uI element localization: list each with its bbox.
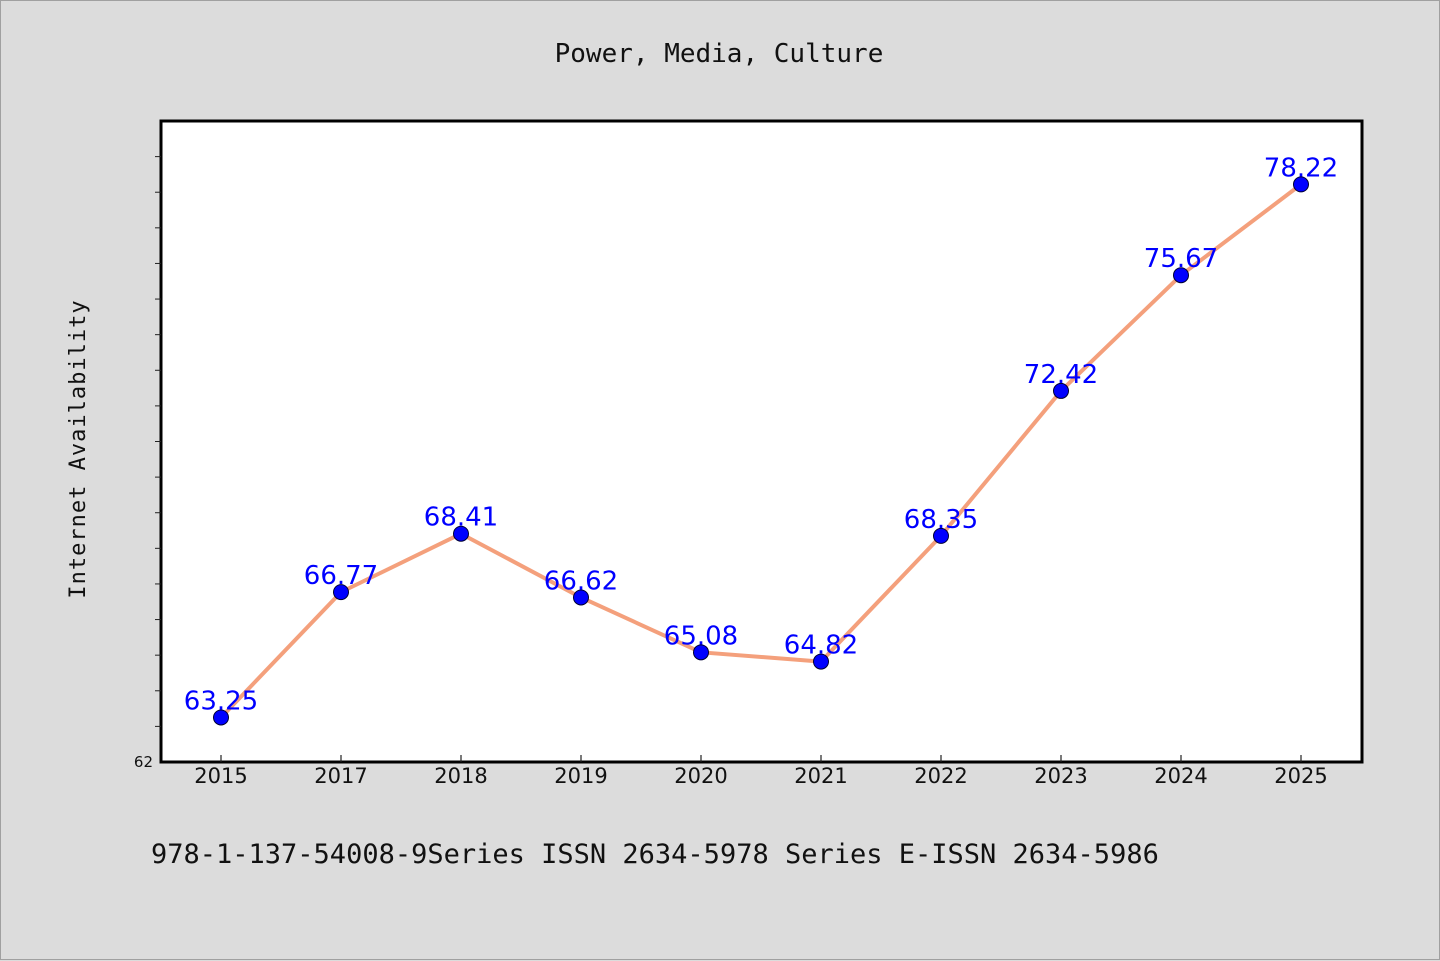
x-tick-label: 2023 [1034, 764, 1087, 788]
data-label: 66.77 [304, 561, 378, 591]
data-label: 64.82 [784, 631, 858, 661]
data-label: 72.42 [1024, 360, 1098, 390]
chart-title: Power, Media, Culture [555, 39, 884, 69]
series-line-group: 63.25 66.77 68.41 66.62 65.08 64.82 68.35 72.42… [184, 153, 1338, 726]
x-tick-label: 2018 [434, 764, 487, 788]
data-point [1053, 382, 1069, 399]
data-point [1173, 267, 1189, 284]
x-tick-label: 2021 [794, 764, 847, 788]
data-point [573, 589, 589, 606]
data-label: 75.67 [1144, 244, 1218, 274]
x-axis-ticks: 2015 2017 2018 2019 2020 2021 2022 2023 2024 2025 [194, 755, 1328, 788]
x-tick-label: 2017 [314, 764, 367, 788]
y-axis-label: Internet Availability [66, 299, 91, 598]
x-tick-label: 2020 [674, 764, 727, 788]
data-point [693, 644, 709, 661]
x-tick-label: 2025 [1274, 764, 1327, 788]
series-line [219, 182, 1303, 719]
x-tick-label: 2019 [554, 764, 607, 788]
data-point [453, 525, 469, 542]
data-label: 65.08 [664, 621, 738, 651]
y-tick-label: 62 [134, 753, 153, 771]
plot-area [159, 119, 1364, 764]
data-point [813, 653, 829, 670]
data-point [333, 584, 349, 601]
y-axis-ticks: 62 [134, 156, 161, 771]
x-tick-label: 2022 [914, 764, 967, 788]
data-label: 68.35 [904, 505, 978, 535]
x-tick-label: 2015 [194, 764, 247, 788]
data-point [1293, 176, 1309, 193]
data-label: 68.41 [424, 503, 498, 533]
data-label: 78.22 [1264, 153, 1338, 183]
x-tick-label: 2024 [1154, 764, 1207, 788]
data-label: 66.62 [544, 566, 618, 596]
data-point [933, 527, 949, 544]
data-label: 63.25 [184, 686, 258, 716]
data-point [213, 709, 229, 726]
footer-identifiers: 978-1-137-54008-9Series ISSN 2634-5978 S… [151, 839, 1159, 870]
